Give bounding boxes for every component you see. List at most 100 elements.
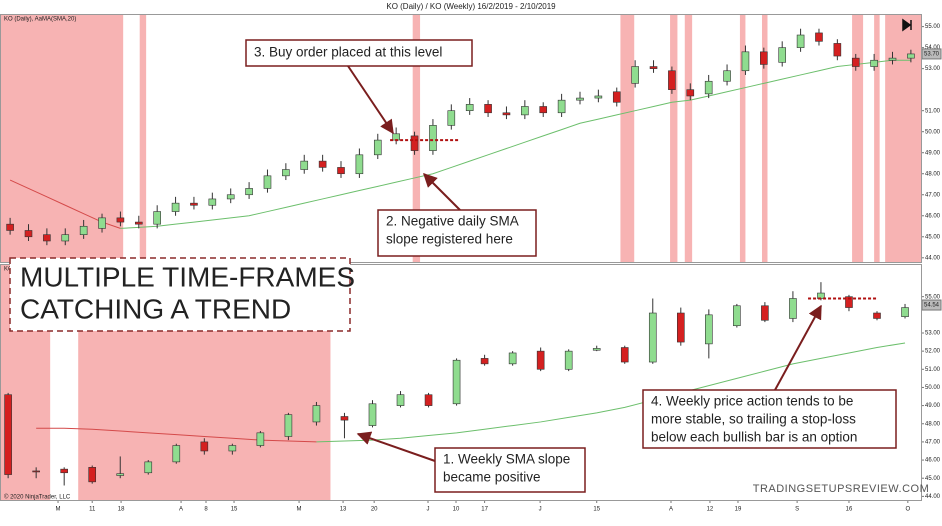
candle-body — [668, 70, 676, 90]
candle-body — [228, 445, 237, 452]
y-tick-label: 46.00 — [925, 213, 941, 219]
candle-body — [172, 445, 181, 463]
candle-body — [901, 307, 909, 317]
x-tick-label: 16 — [846, 507, 853, 513]
shaded-region — [620, 14, 635, 262]
candle-body — [79, 225, 88, 235]
candle-body — [447, 110, 456, 126]
candle-body — [263, 175, 272, 189]
candle-body — [723, 70, 731, 82]
scroll-end-icon[interactable] — [902, 18, 912, 32]
candle-body — [592, 348, 601, 351]
annotation-text: 1. Weekly SMA slope — [443, 452, 570, 467]
y-tick-label: 50.00 — [925, 385, 941, 391]
candle-body — [465, 104, 474, 111]
candle-body — [452, 359, 461, 405]
candle-body — [318, 160, 327, 168]
weekly-panel-frame — [0, 264, 922, 501]
annotation-arrow — [347, 65, 394, 135]
y-tick-label: 51.00 — [925, 367, 941, 373]
annotation-arrow — [356, 431, 436, 462]
candle-body — [620, 347, 629, 363]
candle-body — [396, 394, 405, 406]
candle-body — [300, 160, 309, 170]
candle-body — [733, 305, 741, 327]
x-tick-label: 13 — [340, 507, 347, 513]
candle-body — [116, 473, 125, 476]
y-tick-label: 50.00 — [925, 129, 941, 135]
candle-body — [312, 405, 321, 423]
annotation-text: became positive — [443, 470, 541, 485]
candle-body — [888, 57, 897, 61]
y-tick-label: 48.00 — [925, 421, 941, 427]
x-tick-label: 15 — [593, 507, 600, 513]
x-tick-label: 18 — [118, 507, 125, 513]
x-tick-label: O — [905, 507, 910, 513]
candle-body — [190, 202, 198, 206]
candle-body — [612, 91, 621, 103]
annotation-text: more stable, so trailing a stop-loss — [651, 412, 856, 427]
headline-text: MULTIPLE TIME-FRAMES — [20, 261, 355, 292]
annotation-box — [434, 447, 586, 493]
y-tick-label: 52.00 — [925, 349, 941, 355]
y-tick-label: 45.00 — [925, 234, 941, 240]
last-price-label: 53.70 — [924, 52, 940, 58]
candle-body — [631, 66, 639, 84]
candle-body — [43, 234, 51, 242]
candle-body — [648, 312, 657, 363]
candle-body — [508, 352, 517, 365]
shaded-region — [670, 14, 678, 262]
annotation-text: 3. Buy order placed at this level — [254, 45, 442, 60]
x-tick-label: S — [795, 507, 799, 513]
main-layer: KO (Daily), AaMA(SMA,20) 55.00 54.00 53.00 5… — [4, 17, 942, 513]
candle-body — [6, 223, 14, 231]
candle-body — [789, 298, 797, 319]
candle-body — [144, 461, 153, 474]
candle-body — [153, 211, 161, 225]
candle-body — [845, 296, 853, 308]
y-tick-label: 51.00 — [925, 108, 941, 114]
y-tick-label: 54.00 — [925, 45, 941, 51]
candle-body — [373, 139, 382, 156]
annotation-box — [377, 209, 537, 257]
candle-body — [760, 51, 768, 65]
x-tick-label: 20 — [371, 507, 378, 513]
candle-body — [171, 202, 180, 212]
x-tick-label: J — [426, 507, 429, 513]
candle-body — [245, 188, 253, 196]
annotation-box — [642, 389, 897, 449]
candle-body — [704, 80, 713, 95]
annotation-arrow — [423, 173, 461, 211]
candle-body — [796, 34, 805, 48]
y-tick-label: 49.00 — [925, 403, 941, 409]
x-tick-label: 17 — [481, 507, 488, 513]
candle-body — [502, 112, 511, 116]
x-tick-label: 15 — [231, 507, 238, 513]
y-tick-label: 49.00 — [925, 150, 941, 156]
sma-line — [36, 427, 317, 443]
candle-body — [226, 194, 235, 200]
candle-body — [60, 468, 68, 474]
shaded-region — [874, 14, 880, 262]
annotation-text: slope registered here — [386, 232, 513, 247]
candle-body — [410, 135, 419, 151]
annotation-text: 2. Negative daily SMA — [386, 214, 519, 229]
y-tick-label: 47.00 — [925, 439, 941, 445]
candle-body — [484, 104, 492, 114]
x-tick-label: M — [56, 507, 61, 513]
copyright: © 2020 NinjaTrader, LLC — [4, 494, 71, 501]
watermark: TRADINGSETUPSREVIEW.COM — [753, 483, 930, 495]
shaded-region — [885, 14, 921, 262]
candle-body — [833, 43, 842, 57]
candle-body — [594, 95, 603, 99]
candle-body — [521, 106, 529, 116]
candle-body — [368, 403, 377, 426]
candle-body — [340, 416, 349, 421]
candle-body — [576, 97, 584, 101]
candle-body — [557, 99, 566, 114]
candle-body — [282, 169, 290, 177]
headline-text: CATCHING A TREND — [20, 293, 291, 324]
y-tick-label: 53.00 — [925, 66, 941, 72]
y-tick-label: 45.00 — [925, 476, 941, 482]
candle-body — [851, 57, 860, 67]
